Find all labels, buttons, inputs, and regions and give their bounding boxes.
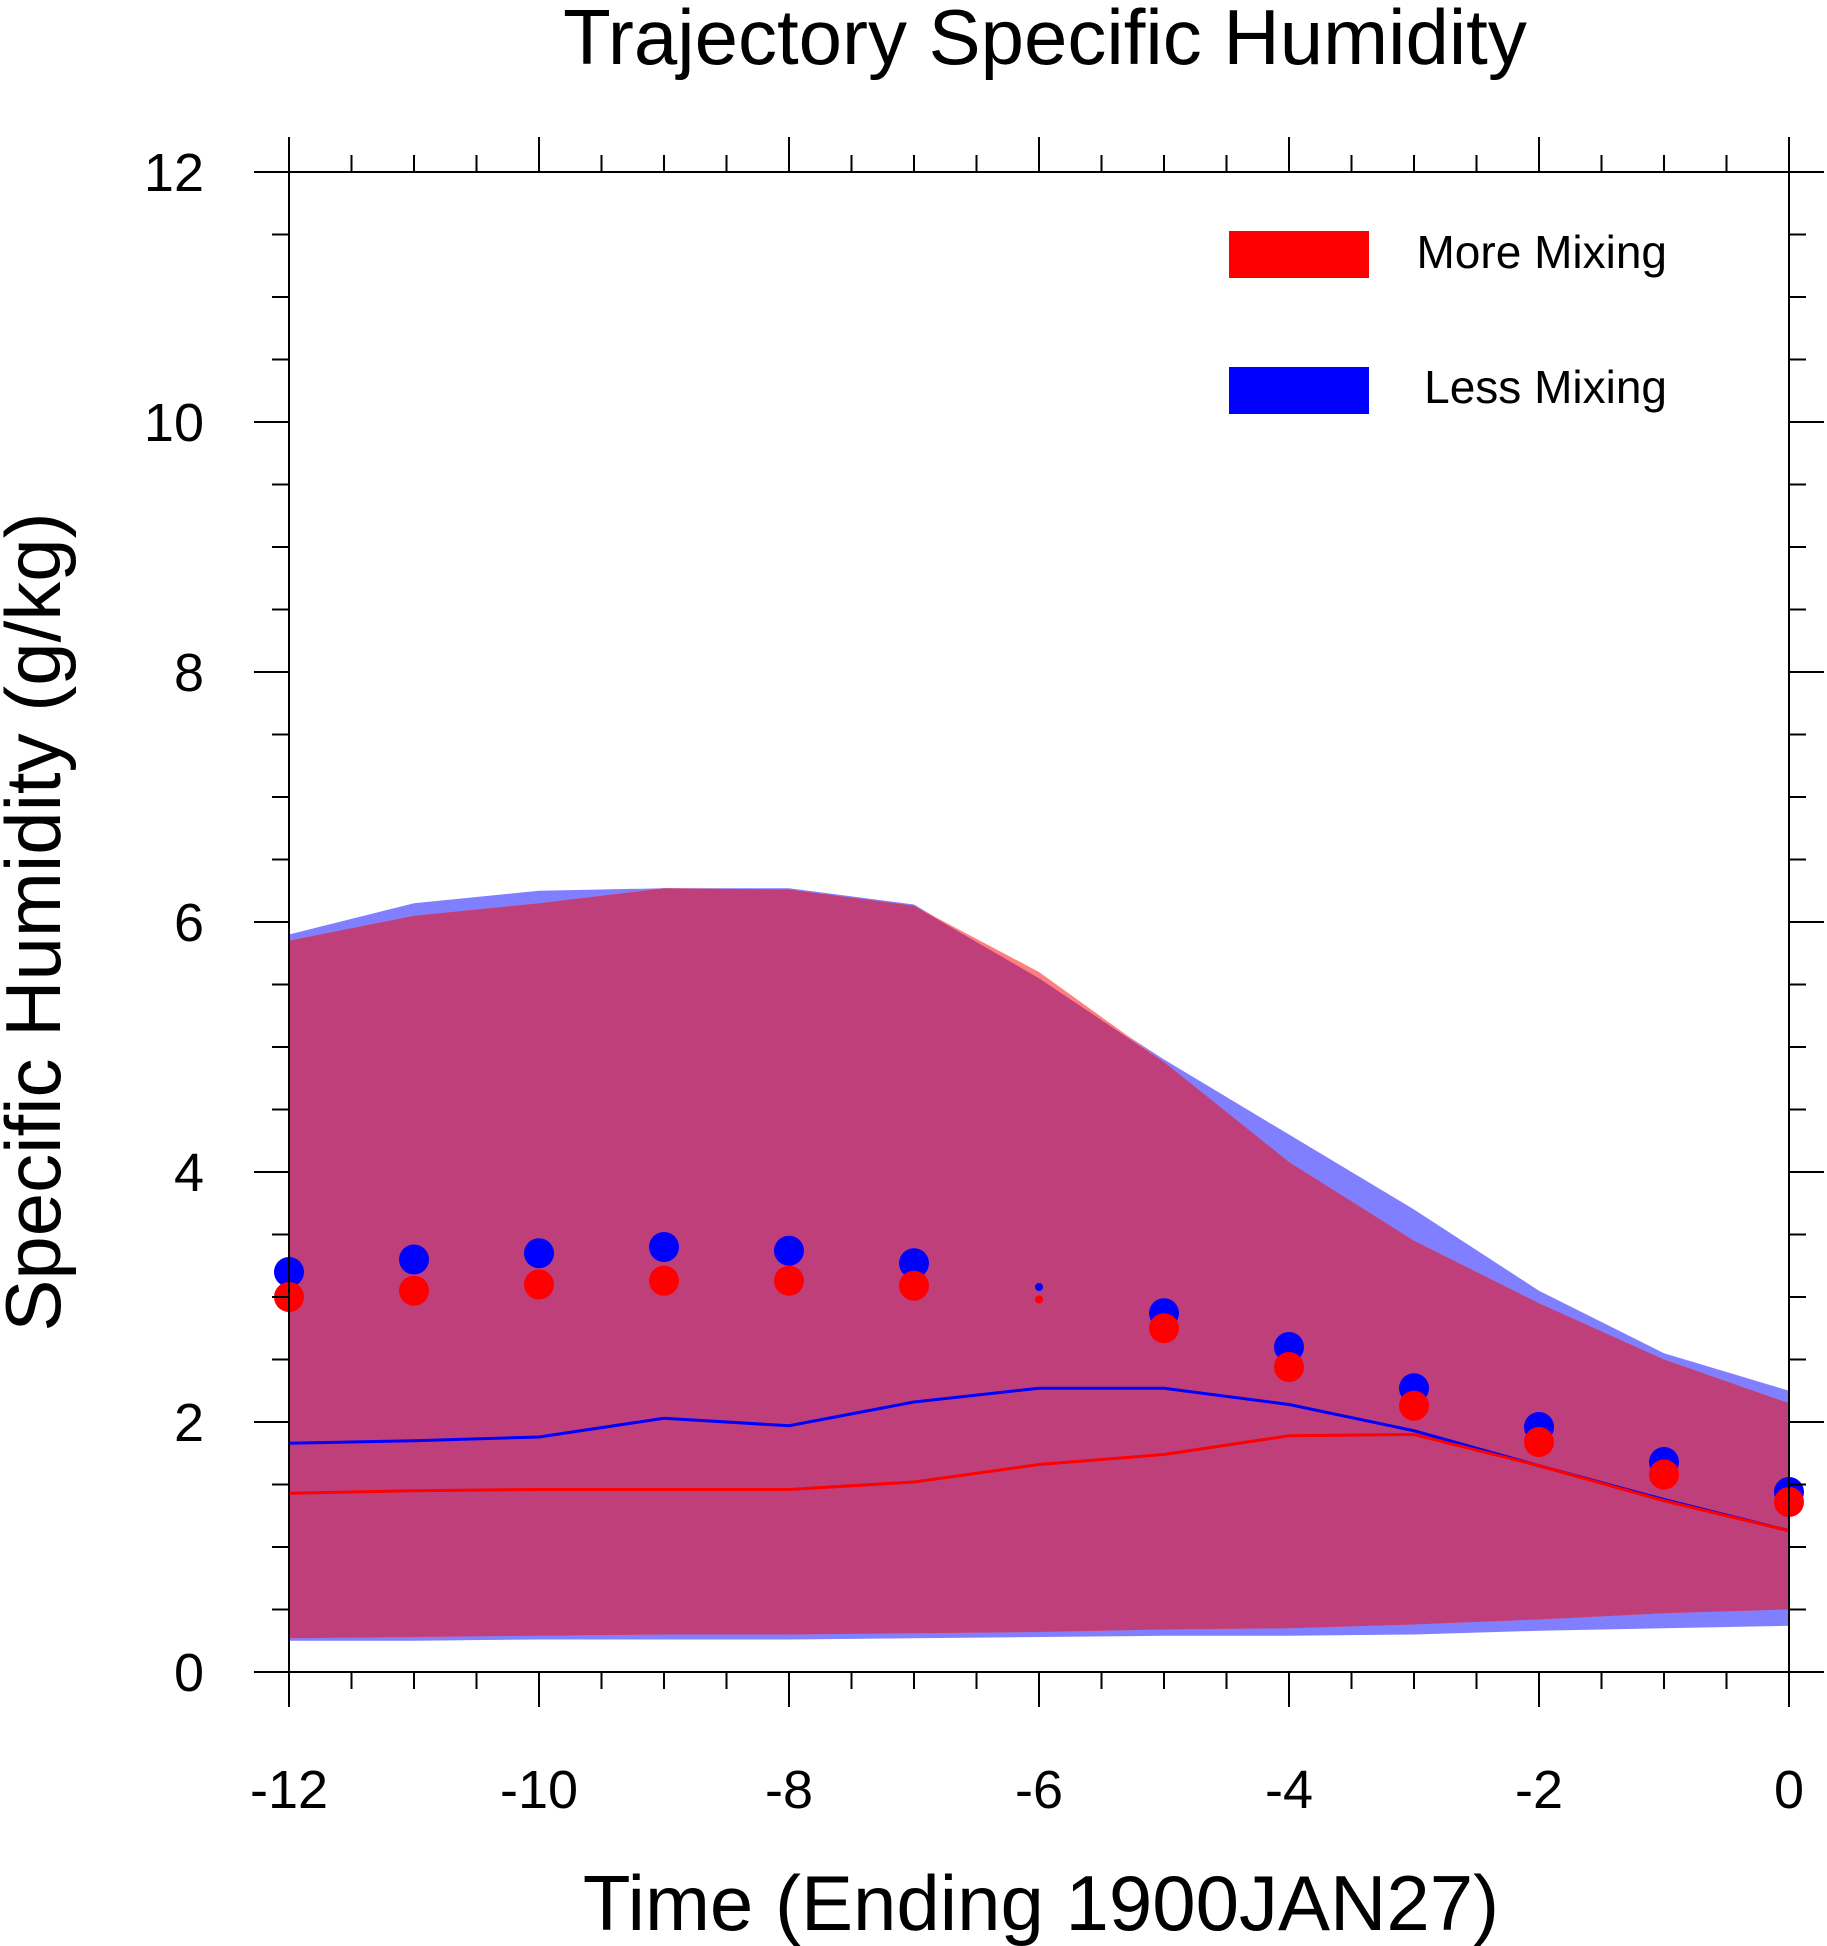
x-tick-label: -4 — [1265, 1760, 1313, 1820]
x-axis-title: Time (Ending 1900JAN27) — [583, 1859, 1499, 1946]
mean-point-more-mixing — [1399, 1390, 1429, 1421]
mean-point-more-mixing — [899, 1270, 929, 1301]
legend-swatch-less-mixing — [1229, 367, 1369, 414]
mean-point-more-mixing — [649, 1265, 679, 1296]
series-mean-markers — [274, 1232, 1804, 1517]
y-tick-label: 12 — [144, 143, 204, 203]
mean-point-more-mixing — [1524, 1427, 1554, 1457]
mean-point-more-mixing — [1149, 1313, 1179, 1344]
median-line-more-mixing — [288, 1432, 1790, 1533]
mean-point-less-mixing — [524, 1238, 554, 1269]
mean-point-more-mixing — [774, 1265, 804, 1296]
y-tick-label: 6 — [174, 893, 204, 953]
mean-point-less-mixing — [774, 1235, 804, 1266]
mean-point-more-mixing — [1035, 1295, 1043, 1304]
series-median-lines — [288, 1386, 1790, 1533]
x-tick-label: -8 — [765, 1760, 813, 1820]
x-tick-label: -6 — [1015, 1760, 1063, 1820]
legend-swatch-more-mixing — [1229, 231, 1369, 278]
x-tick-label: -10 — [500, 1760, 578, 1820]
x-tick-label: 0 — [1774, 1760, 1804, 1820]
y-axis-title: Specific Humidity (g/kg) — [0, 512, 77, 1331]
legend: More Mixing Less Mixing — [1229, 226, 1667, 414]
x-tick-label: -12 — [250, 1760, 328, 1820]
x-tick-labels: -12 -10 -8 -6 -4 -2 0 — [250, 1760, 1804, 1820]
series-bands — [289, 888, 1789, 1641]
legend-label-less-mixing: Less Mixing — [1424, 361, 1667, 413]
band-overlap — [289, 888, 1789, 1639]
mean-point-less-mixing — [1035, 1283, 1043, 1291]
axis-ticks — [254, 137, 1824, 1707]
mean-point-more-mixing — [399, 1275, 429, 1306]
mean-point-more-mixing — [1649, 1459, 1679, 1490]
y-tick-label: 2 — [174, 1393, 204, 1453]
mean-point-more-mixing — [524, 1269, 554, 1300]
y-tick-label: 10 — [144, 393, 204, 453]
chart-title: Trajectory Specific Humidity — [563, 0, 1527, 81]
y-tick-labels: 0 2 4 6 8 10 12 — [144, 143, 204, 1703]
legend-label-more-mixing: More Mixing — [1416, 226, 1667, 278]
mean-point-more-mixing — [1274, 1352, 1304, 1382]
y-tick-label: 0 — [174, 1643, 204, 1703]
mean-point-less-mixing — [649, 1232, 679, 1262]
y-tick-label: 4 — [174, 1143, 204, 1203]
y-tick-label: 8 — [174, 643, 204, 703]
x-tick-label: -2 — [1515, 1760, 1563, 1820]
mean-point-less-mixing — [399, 1244, 429, 1275]
mean-point-less-mixing — [899, 1248, 929, 1279]
